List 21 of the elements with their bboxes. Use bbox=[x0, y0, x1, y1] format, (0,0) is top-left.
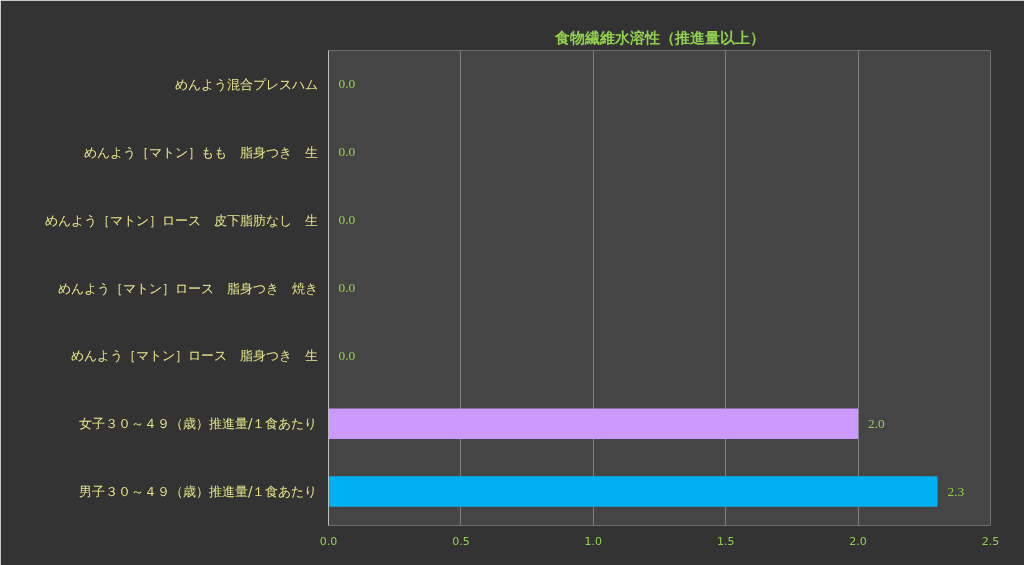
y-tick-label: めんよう混合プレスハム bbox=[174, 76, 318, 92]
x-tick-label: 2.0 bbox=[849, 534, 867, 548]
data-label: 2.0 bbox=[868, 415, 886, 431]
data-label: 0.0 bbox=[338, 212, 356, 228]
x-tick-label: 2.5 bbox=[981, 534, 1000, 548]
y-tick-label: めんよう［マトン］ロース 皮下脂肪なし 生 bbox=[44, 212, 318, 228]
chart-title: 食物繊維水溶性（推進量以上） bbox=[553, 28, 765, 46]
y-tick-label: めんよう［マトン］ロース 脂身つき 焼き bbox=[57, 280, 318, 296]
x-tick-label: 1.0 bbox=[584, 534, 603, 548]
data-label: 0.0 bbox=[338, 347, 356, 363]
y-tick-label: 男子３０～４９（歳）推進量/１食あたり bbox=[79, 484, 318, 500]
y-tick-label: めんよう［マトン］ロース 脂身つき 生 bbox=[70, 348, 318, 364]
y-tick-label: 女子３０～４９（歳）推進量/１食あたり bbox=[79, 416, 318, 432]
x-tick-label: 0.5 bbox=[452, 534, 470, 548]
x-tick-label: 1.5 bbox=[716, 534, 735, 548]
x-tick-label: 0.0 bbox=[319, 534, 338, 548]
y-tick-label: めんよう［マトン］もも 脂身つき 生 bbox=[83, 144, 318, 160]
data-label: 0.0 bbox=[338, 76, 356, 92]
data-label: 0.0 bbox=[338, 280, 356, 295]
data-label: 0.0 bbox=[338, 144, 356, 160]
data-label: 2.3 bbox=[947, 483, 965, 499]
